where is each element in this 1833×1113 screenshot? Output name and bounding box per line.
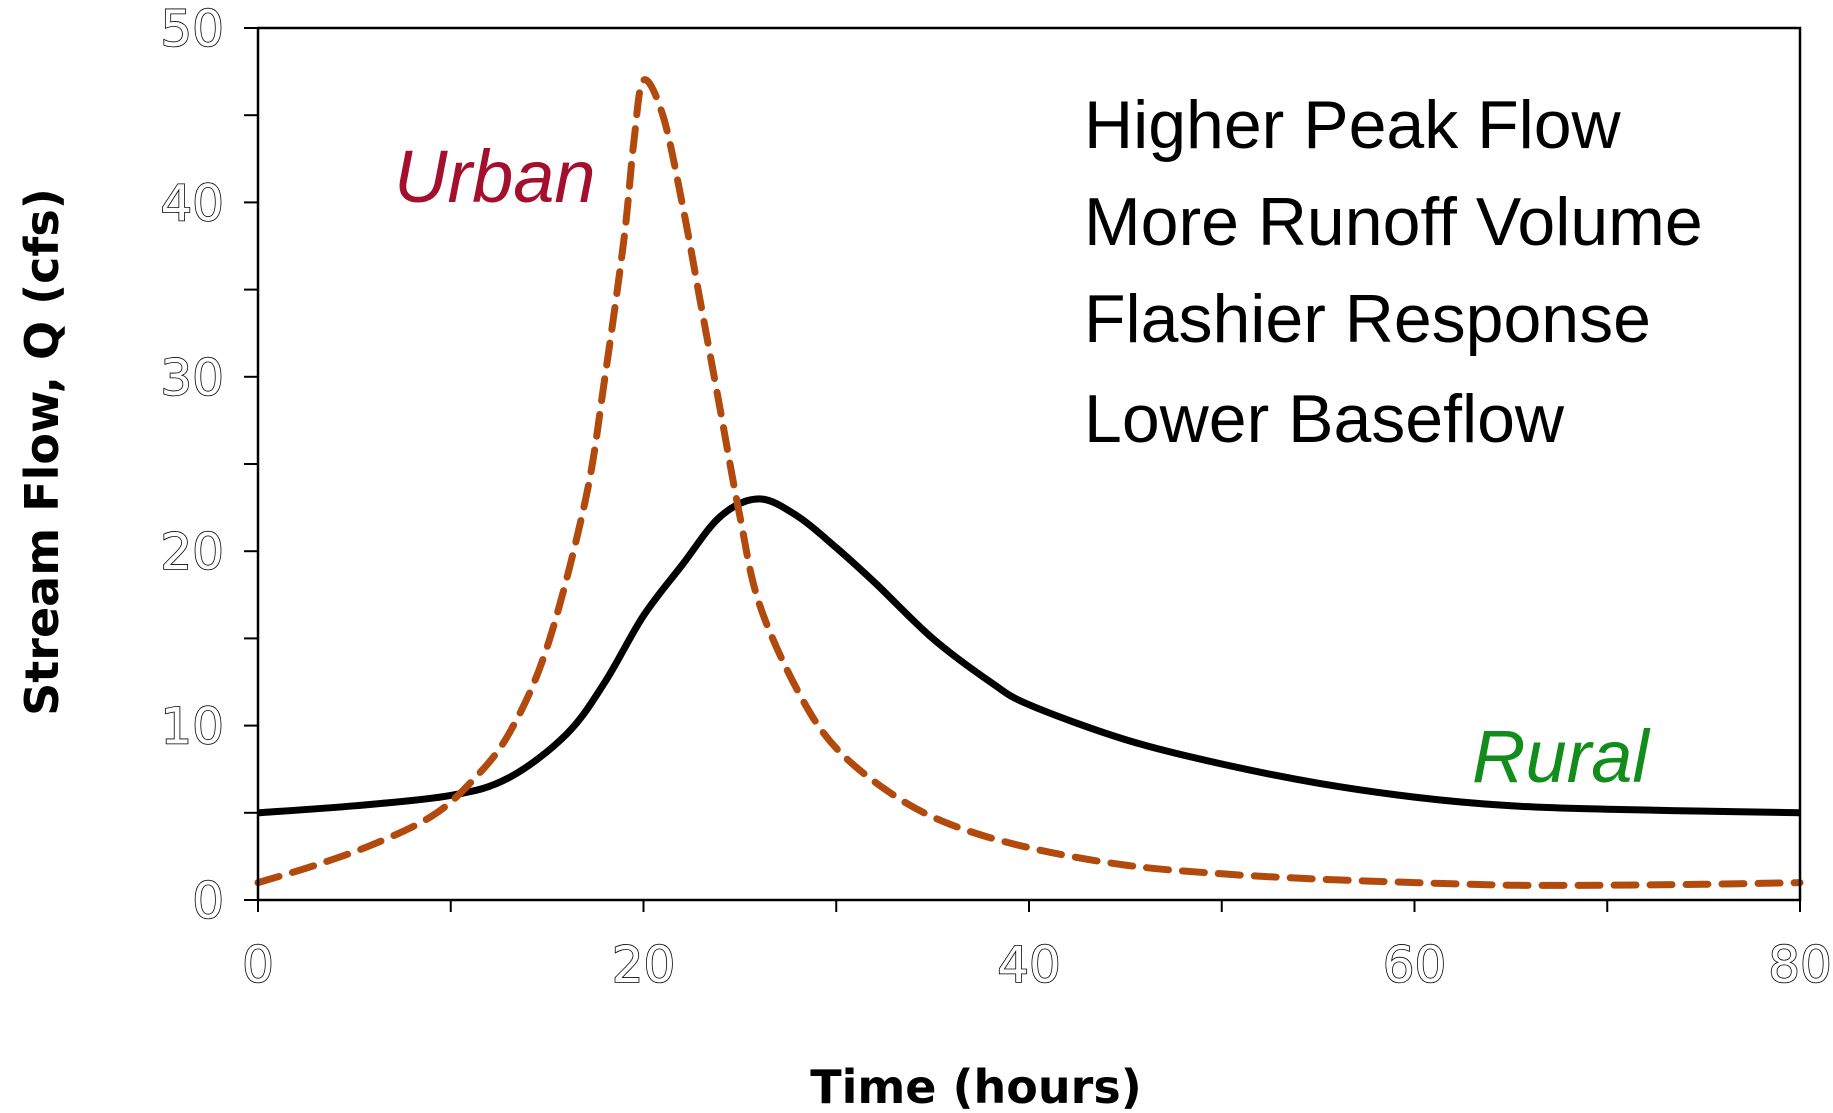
x-tick-label: 20 [612,936,676,994]
urban-series-label: Urban [394,135,596,218]
y-tick-label: 30 [160,349,224,407]
note-more-runoff-volume: More Runoff Volume [1084,184,1703,260]
note-flashier-response: Flashier Response [1084,281,1651,357]
rural-series-line [257,495,1801,817]
y-tick-label: 10 [160,698,224,756]
x-tick-label: 80 [1768,936,1832,994]
note-lower-baseflow: Lower Baseflow [1084,381,1565,457]
note-higher-peak-flow: Higher Peak Flow [1084,87,1622,163]
y-axis-title: Stream Flow, Q (cfs) [15,188,69,716]
series-lines [254,76,1804,889]
urban-series-line [254,76,1804,889]
tick-labels: 0 20 40 60 80 0 10 20 30 40 50 [160,0,1833,995]
y-tick-label: 40 [160,174,224,232]
y-tick-label: 20 [160,523,224,581]
x-tick-label: 60 [1383,936,1447,994]
plot-frame [256,26,1802,902]
rural-series-label: Rural [1472,715,1651,798]
axis-ticks [244,27,1801,912]
y-tick-label: 50 [160,0,224,58]
x-axis-title: Time (hours) [810,1060,1142,1113]
y-tick-label: 0 [192,872,224,930]
x-tick-label: 40 [997,936,1061,994]
x-tick-label: 0 [242,936,274,994]
